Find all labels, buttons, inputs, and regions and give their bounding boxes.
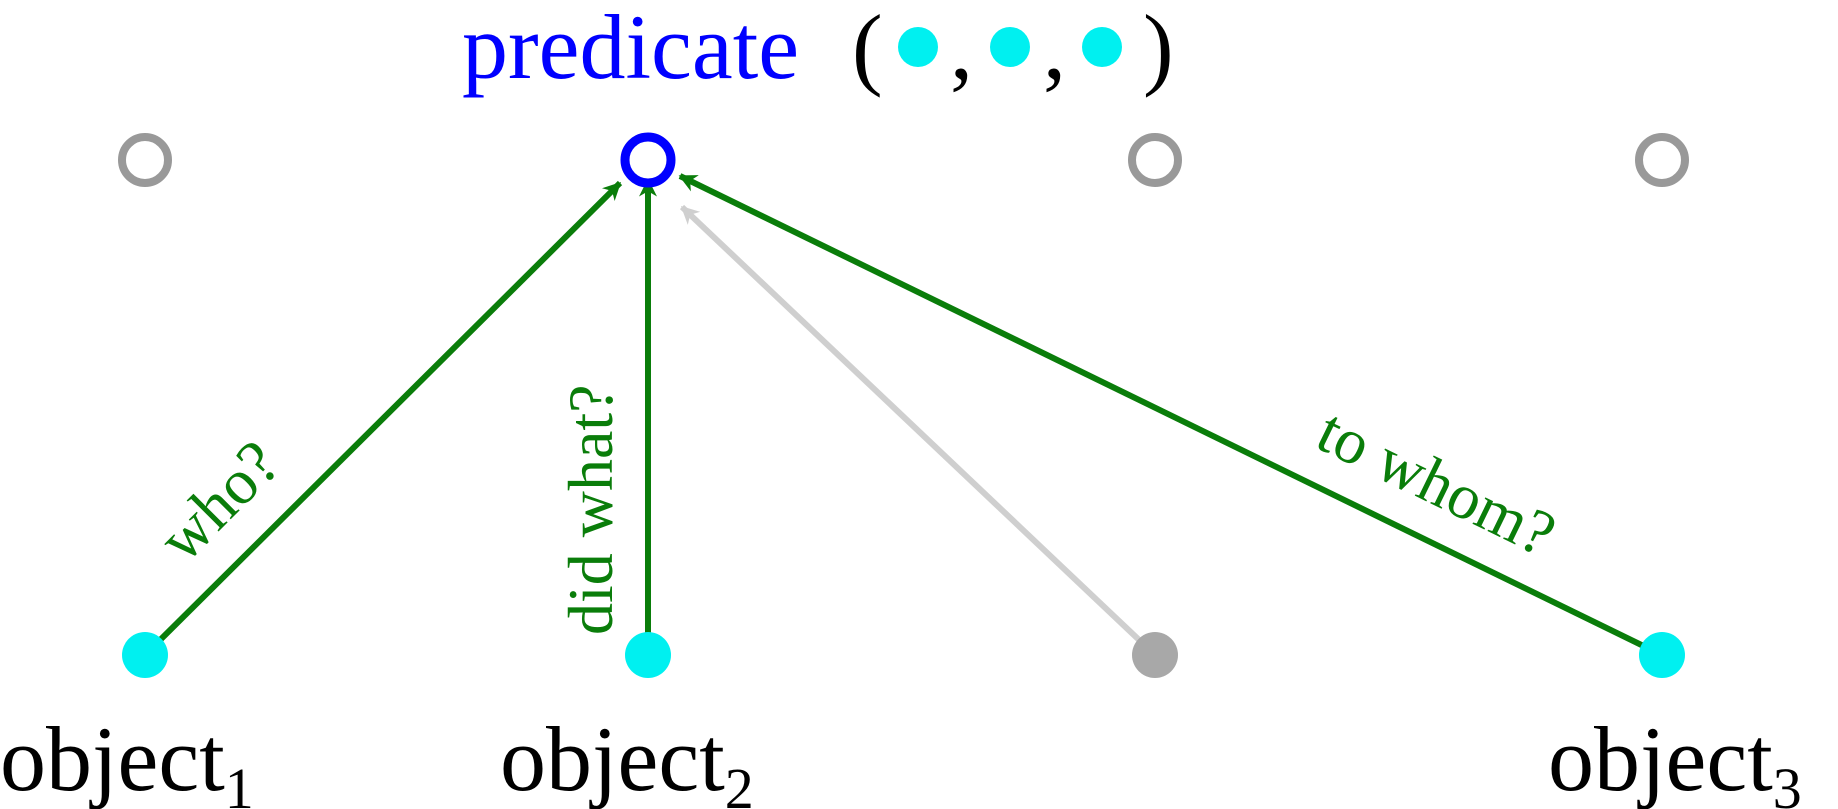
edge-inactive-object	[679, 204, 1158, 658]
object-label-3: object3	[1548, 708, 1802, 809]
edge-who	[142, 180, 623, 658]
inactive-predicate-node-4	[1635, 133, 1689, 187]
object-label-3-base: object	[1548, 708, 1773, 809]
inactive-predicate-node-1	[118, 133, 172, 187]
object-label-1-sub: 1	[225, 756, 254, 809]
object-label-2-sub: 2	[725, 756, 754, 809]
object-label-1-base: object	[0, 708, 225, 809]
argument-slot-3	[1082, 27, 1122, 67]
object-label-2: object2	[500, 708, 754, 809]
comma-2: ,	[1043, 0, 1066, 98]
edge-label-did-what: did what?	[555, 384, 626, 635]
edge-to-whom	[678, 173, 1664, 658]
argument-slot-2	[990, 27, 1030, 67]
open-paren: (	[852, 0, 883, 98]
object-node-3	[1639, 632, 1685, 678]
object-node-1	[122, 632, 168, 678]
active-predicate-node	[620, 132, 676, 188]
object-label-2-base: object	[500, 708, 725, 809]
comma-1: ,	[950, 0, 973, 98]
predicate-label: predicate	[462, 0, 799, 98]
object-label-3-sub: 3	[1773, 756, 1802, 809]
inactive-object-node	[1132, 632, 1178, 678]
inactive-predicate-node-3	[1128, 133, 1182, 187]
argument-slot-1	[898, 27, 938, 67]
close-paren: )	[1143, 0, 1174, 98]
edge-label-who: who?	[145, 427, 293, 575]
object-node-2	[625, 632, 671, 678]
object-label-1: object1	[0, 708, 254, 809]
